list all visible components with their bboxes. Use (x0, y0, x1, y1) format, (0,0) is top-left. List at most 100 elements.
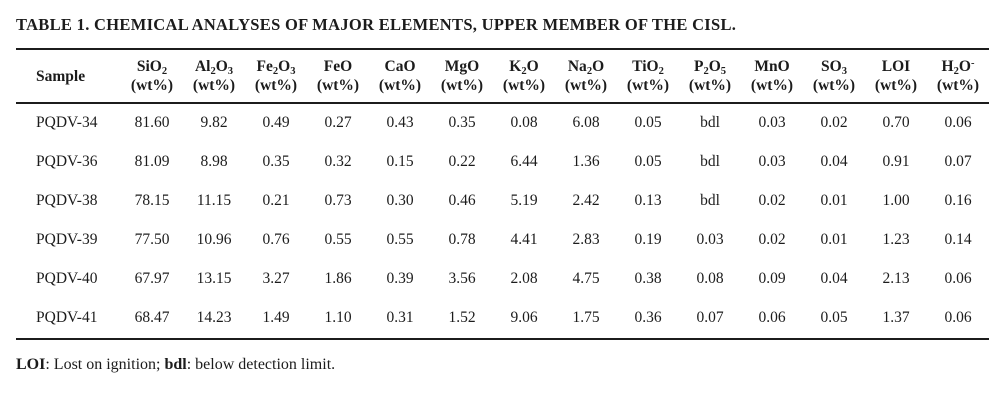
col-header-tio2: TiO2 (wt%) (617, 49, 679, 103)
value-cell-sio2: 68.47 (134, 309, 170, 327)
value-cell-tio2: 0.36 (634, 309, 662, 327)
formula-label: Al2O3 (194, 58, 234, 78)
value-cell-h2o: 0.14 (944, 231, 972, 249)
value-cell-mgo: 0.35 (448, 114, 476, 132)
header-row: Sample SiO2 (wt%) Al2O3 (wt%) Fe2O3 (wt%) FeO(… (16, 49, 989, 103)
value-cell-h2o: 0.16 (944, 192, 972, 210)
value-cell-fe2o3: 0.21 (262, 192, 290, 210)
value-cell-mno: 0.02 (758, 192, 786, 210)
col-header-fe2o3: Fe2O3 (wt%) (245, 49, 307, 103)
col-header-mgo: MgO (wt%) (431, 49, 493, 103)
value-cell-na2o: 2.83 (572, 231, 600, 249)
col-header-feo: FeO (wt%) (307, 49, 369, 103)
value-cell-al2o3: 11.15 (196, 192, 232, 210)
value-cell-so3: 0.02 (820, 114, 848, 132)
footnote: LOI: Lost on ignition; bdl: below detect… (16, 356, 989, 374)
value-cell-h2o: 0.06 (944, 309, 972, 327)
value-cell-tio2: 0.05 (634, 153, 662, 171)
value-cell-fe2o3: 3.27 (262, 270, 290, 288)
value-cell-so3: 0.04 (820, 270, 848, 288)
table-header: Sample SiO2 (wt%) Al2O3 (wt%) Fe2O3 (wt%) FeO(… (16, 49, 989, 103)
col-header-h2o: H2O- (wt%) (927, 49, 989, 103)
value-cell-tio2: 0.05 (634, 114, 662, 132)
col-header-na2o: Na2O (wt%) (555, 49, 617, 103)
sample-cell: PQDV-36 (36, 153, 98, 171)
value-cell-na2o: 1.75 (572, 309, 600, 327)
unit-label: (wt%) (254, 77, 298, 95)
footnote-term: bdl (164, 355, 187, 373)
unit-label: (wt%) (812, 77, 856, 95)
value-cell-p2o5: bdl (700, 153, 720, 171)
value-cell-na2o: 4.75 (572, 270, 600, 288)
sample-cell: PQDV-38 (36, 192, 98, 210)
table-row: PQDV-34 81.60 9.82 0.49 0.27 0.43 0.35 0.08 6.08… (16, 103, 989, 143)
formula-label: MgO (444, 58, 480, 75)
footnote-text: : below detection limit. (186, 355, 336, 373)
value-cell-mno: 0.03 (758, 153, 786, 171)
value-cell-mno: 0.03 (758, 114, 786, 132)
table-row: PQDV-41 68.47 14.23 1.49 1.10 0.31 1.52 9.06 1.7… (16, 299, 989, 339)
footnote-text: : Lost on ignition; (45, 355, 165, 373)
formula-label: TiO2 (632, 58, 664, 78)
value-cell-fe2o3: 0.49 (262, 114, 290, 132)
col-header-sio2: SiO2 (wt%) (121, 49, 183, 103)
value-cell-mgo: 0.22 (448, 153, 476, 171)
formula-label: K2O (509, 58, 539, 78)
footnote-term: LOI (16, 355, 46, 373)
col-header-p2o5: P2O5 (wt%) (679, 49, 741, 103)
value-cell-h2o: 0.06 (944, 114, 972, 132)
value-cell-p2o5: 0.08 (696, 270, 724, 288)
value-cell-k2o: 6.44 (510, 153, 538, 171)
table-row: PQDV-38 78.15 11.15 0.21 0.73 0.30 0.46 5.19 2.4… (16, 182, 989, 221)
table-row: PQDV-40 67.97 13.15 3.27 1.86 0.39 3.56 2.08 4.7… (16, 260, 989, 299)
value-cell-mno: 0.09 (758, 270, 786, 288)
unit-label: (wt%) (936, 77, 980, 95)
formula-label: SiO2 (136, 58, 168, 78)
unit-label: (wt%) (130, 77, 174, 95)
unit-label: (wt%) (502, 77, 546, 95)
value-cell-loi: 0.70 (882, 114, 910, 132)
value-cell-p2o5: bdl (700, 192, 720, 210)
value-cell-loi: 0.91 (882, 153, 910, 171)
formula-label: H2O- (941, 58, 975, 78)
table-title: TABLE 1. CHEMICAL ANALYSES OF MAJOR ELEM… (16, 15, 737, 34)
value-cell-feo: 0.32 (324, 153, 352, 171)
value-cell-cao: 0.39 (386, 270, 414, 288)
value-cell-na2o: 2.42 (572, 192, 600, 210)
value-cell-mgo: 3.56 (448, 270, 476, 288)
paper-table-figure: TABLE 1. CHEMICAL ANALYSES OF MAJOR ELEM… (16, 15, 989, 374)
formula-label: MnO (754, 58, 790, 75)
unit-label: (wt%) (192, 77, 236, 95)
value-cell-fe2o3: 0.76 (262, 231, 290, 249)
value-cell-p2o5: bdl (700, 114, 720, 132)
value-cell-sio2: 81.09 (134, 153, 170, 171)
col-header-k2o: K2O (wt%) (493, 49, 555, 103)
value-cell-k2o: 5.19 (510, 192, 538, 210)
value-cell-so3: 0.05 (820, 309, 848, 327)
unit-label: (wt%) (874, 77, 918, 95)
col-header-al2o3: Al2O3 (wt%) (183, 49, 245, 103)
table-body: PQDV-34 81.60 9.82 0.49 0.27 0.43 0.35 0.08 6.08… (16, 103, 989, 339)
unit-label: (wt%) (440, 77, 484, 95)
value-cell-loi: 1.00 (882, 192, 910, 210)
value-cell-loi: 1.23 (882, 231, 910, 249)
value-cell-cao: 0.15 (386, 153, 414, 171)
value-cell-tio2: 0.19 (634, 231, 662, 249)
value-cell-h2o: 0.07 (944, 153, 972, 171)
unit-label: (wt%) (626, 77, 670, 95)
formula-label: CaO (384, 58, 416, 75)
unit-label: (wt%) (316, 77, 360, 95)
value-cell-feo: 0.55 (324, 231, 352, 249)
value-cell-feo: 0.73 (324, 192, 352, 210)
formula-label: Na2O (567, 58, 605, 78)
sample-cell: PQDV-39 (36, 231, 98, 249)
col-header-sample: Sample (36, 67, 86, 85)
value-cell-mgo: 0.46 (448, 192, 476, 210)
value-cell-feo: 1.86 (324, 270, 352, 288)
col-header-so3: SO3 (wt%) (803, 49, 865, 103)
formula-label: FeO (323, 58, 353, 75)
formula-label: LOI (881, 58, 911, 75)
value-cell-so3: 0.01 (820, 192, 848, 210)
unit-label: (wt%) (564, 77, 608, 95)
value-cell-na2o: 6.08 (572, 114, 600, 132)
